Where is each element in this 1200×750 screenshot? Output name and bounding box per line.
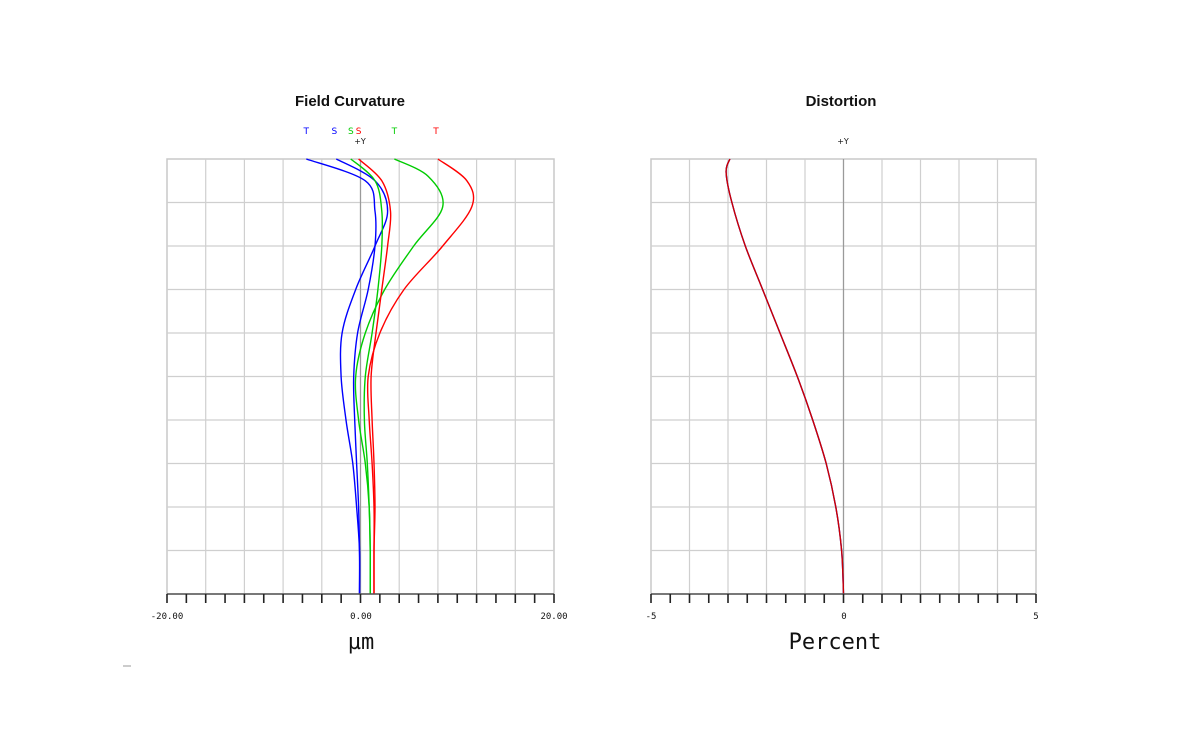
- distortion-x-ticks: [650, 593, 1037, 603]
- field-curvature-tick-label-zero: 0.00: [350, 612, 372, 622]
- legend-label-1: T: [303, 127, 310, 137]
- distortion-tick-label-zero: 0: [841, 612, 846, 622]
- field-curvature-grid: [166, 158, 555, 595]
- field-curvature-series: [306, 158, 475, 595]
- field-curvature-tick-label-max: 20.00: [540, 612, 567, 622]
- distortion-tick-label-min: -5: [646, 612, 657, 622]
- field-curvature-series-line-1: [335, 158, 389, 595]
- distortion-panel: Distortion +Y -5 0 5 Percent: [646, 93, 1039, 655]
- field-curvature-field-label: +Y: [354, 137, 366, 146]
- legend-label-5: T: [391, 127, 398, 137]
- legend-label-2: S: [332, 127, 338, 137]
- field-curvature-x-ticks: [166, 593, 555, 603]
- legend-label-3: S: [348, 127, 354, 137]
- distortion-field-label: +Y: [837, 137, 849, 146]
- field-curvature-title: Field Curvature: [295, 93, 405, 110]
- field-curvature-series-line-4: [354, 158, 444, 595]
- field-curvature-x-axis-label: µm: [348, 630, 375, 655]
- distortion-x-axis-label: Percent: [789, 630, 882, 655]
- distortion-title: Distortion: [806, 93, 877, 110]
- field-curvature-tick-label-min: -20.00: [151, 612, 184, 622]
- field-curvature-series-line-6: [366, 158, 475, 595]
- distortion-series-line-2: [725, 158, 845, 595]
- legend-label-6: T: [432, 127, 439, 137]
- field-curvature-series-line-2: [306, 158, 377, 595]
- legend-label-4: S: [356, 127, 362, 137]
- distortion-grid: [650, 158, 1037, 595]
- distortion-series: [725, 158, 845, 595]
- distortion-tick-label-max: 5: [1033, 612, 1038, 622]
